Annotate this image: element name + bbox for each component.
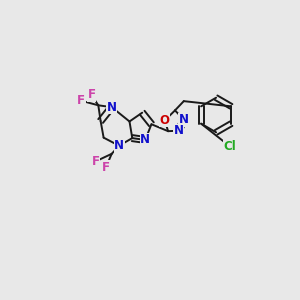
Text: N: N — [140, 134, 150, 146]
Text: N: N — [179, 113, 189, 126]
Text: F: F — [77, 94, 85, 107]
Text: F: F — [87, 88, 95, 101]
Text: N: N — [107, 100, 117, 114]
Text: Cl: Cl — [224, 140, 236, 153]
Text: N: N — [174, 124, 184, 137]
Text: O: O — [160, 114, 170, 127]
Text: F: F — [102, 161, 110, 174]
Text: F: F — [92, 155, 100, 168]
Text: N: N — [114, 139, 124, 152]
